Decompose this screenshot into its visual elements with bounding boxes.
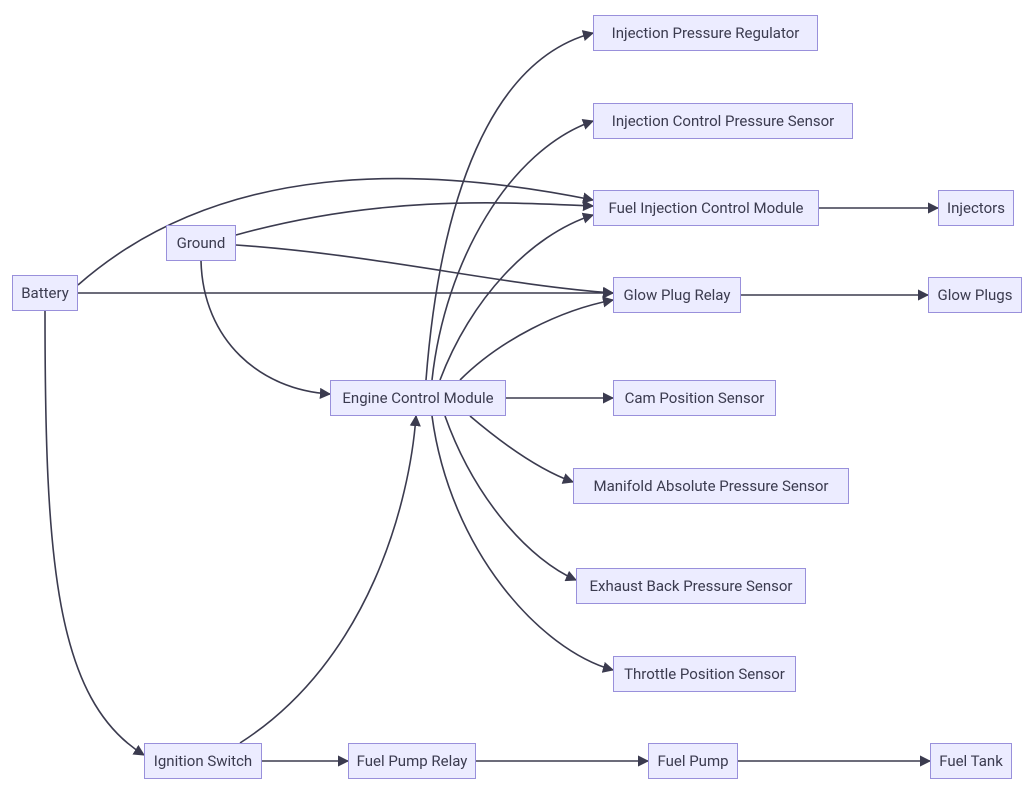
node-gp: Glow Plugs <box>928 277 1022 313</box>
node-tps: Throttle Position Sensor <box>613 656 796 692</box>
edges-layer <box>0 0 1024 807</box>
node-label: Glow Plug Relay <box>624 286 731 304</box>
edge-ground-to-gpr <box>236 245 613 293</box>
node-label: Injection Control Pressure Sensor <box>612 112 835 130</box>
edge-ecm-to-ebp <box>445 416 576 580</box>
edge-ecm-to-gpr <box>460 300 613 380</box>
edge-ignition-to-ecm <box>240 416 416 743</box>
edge-ground-to-ficm <box>236 203 593 235</box>
diagram-canvas: Battery Ground Ignition Switch Engine Contr… <box>0 0 1024 807</box>
node-label: Ground <box>177 234 226 252</box>
edge-battery-to-ignition <box>45 311 144 755</box>
node-label: Manifold Absolute Pressure Sensor <box>593 477 828 495</box>
node-label: Fuel Pump Relay <box>357 752 468 770</box>
node-icp: Injection Control Pressure Sensor <box>593 103 853 139</box>
node-label: Throttle Position Sensor <box>624 665 785 683</box>
node-battery: Battery <box>12 275 78 311</box>
node-label: Exhaust Back Pressure Sensor <box>590 577 793 595</box>
node-label: Glow Plugs <box>938 286 1013 304</box>
node-fp: Fuel Pump <box>648 743 738 779</box>
node-label: Injection Pressure Regulator <box>612 24 800 42</box>
edge-ecm-to-icp <box>432 121 593 380</box>
node-label: Battery <box>21 284 69 302</box>
node-label: Fuel Pump <box>657 752 728 770</box>
node-ground: Ground <box>166 225 236 261</box>
node-label: Ignition Switch <box>154 752 252 770</box>
node-ficm: Fuel Injection Control Module <box>593 190 819 226</box>
node-label: Engine Control Module <box>342 389 493 407</box>
node-map: Manifold Absolute Pressure Sensor <box>573 468 849 504</box>
node-fpr: Fuel Pump Relay <box>348 743 476 779</box>
node-inj: Injectors <box>938 190 1014 226</box>
edge-ecm-to-ipr <box>426 33 593 380</box>
node-ecm: Engine Control Module <box>330 380 506 416</box>
edge-ecm-to-tps <box>432 416 613 670</box>
edge-ground-to-ecm <box>201 261 330 394</box>
node-ebp: Exhaust Back Pressure Sensor <box>576 568 806 604</box>
edge-ecm-to-ficm <box>440 215 593 380</box>
node-ipr: Injection Pressure Regulator <box>593 15 818 51</box>
edge-battery-to-ficm <box>78 179 593 285</box>
node-ft: Fuel Tank <box>930 743 1012 779</box>
edge-ecm-to-map <box>470 416 573 482</box>
node-ignition: Ignition Switch <box>144 743 262 779</box>
node-label: Injectors <box>947 199 1005 217</box>
node-label: Fuel Injection Control Module <box>609 199 804 217</box>
node-cam: Cam Position Sensor <box>613 380 776 416</box>
node-label: Fuel Tank <box>939 752 1003 770</box>
node-gpr: Glow Plug Relay <box>613 277 741 313</box>
node-label: Cam Position Sensor <box>625 389 765 407</box>
